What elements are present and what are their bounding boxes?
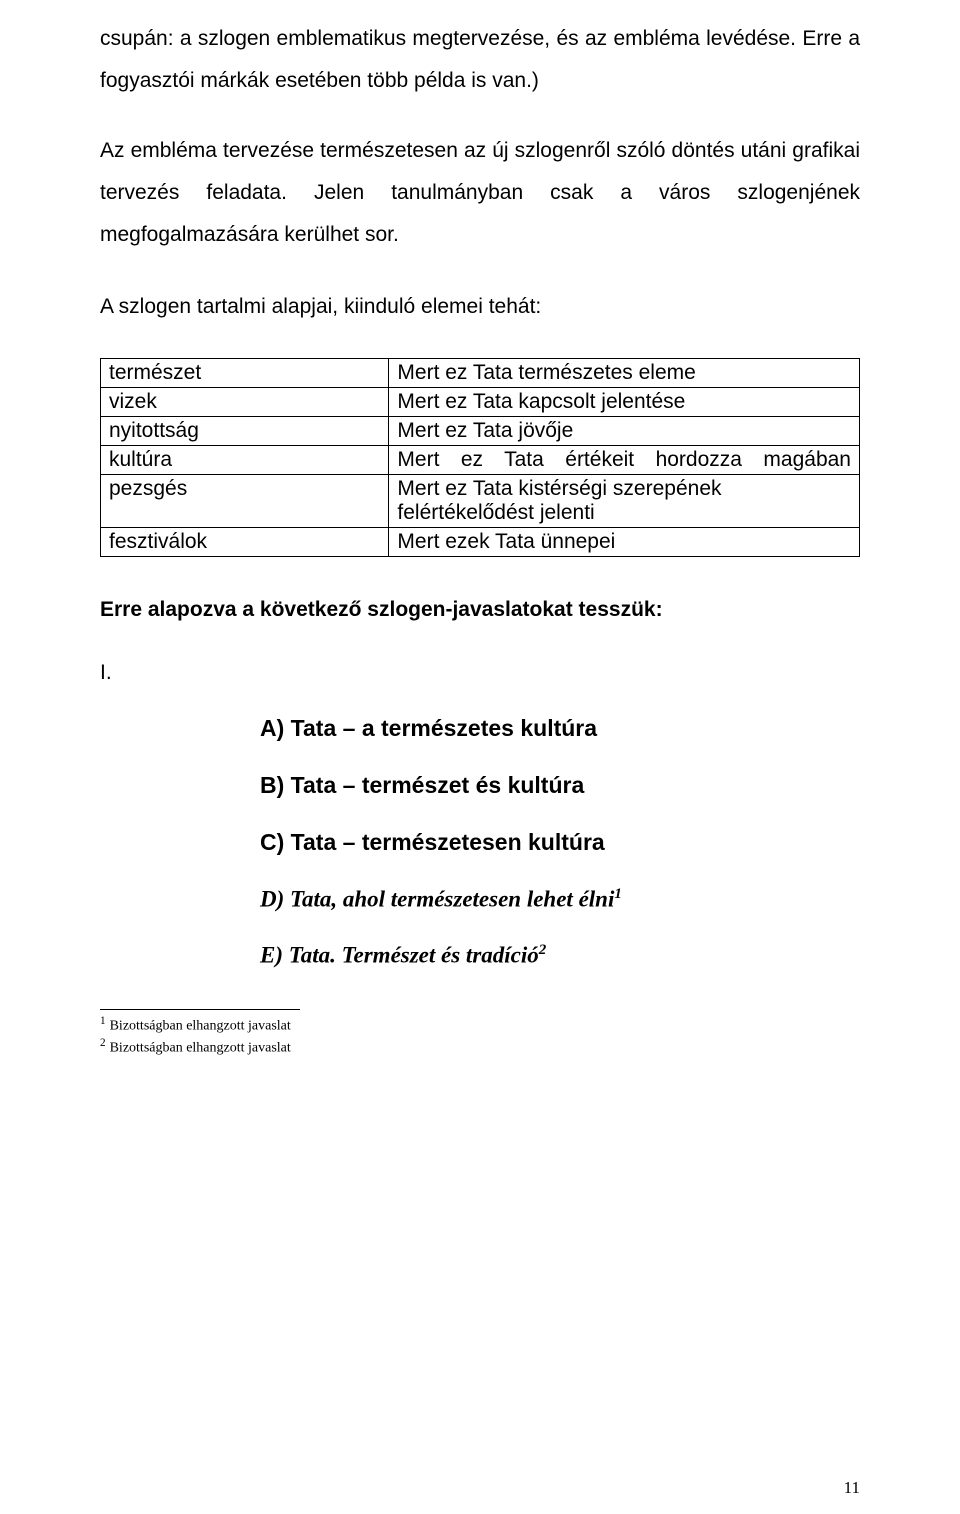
slogan-e-text: E) Tata. Természet és tradíció [260, 943, 539, 968]
slogan-c: C) Tata – természetesen kultúra [260, 829, 860, 856]
slogan-d-sup: 1 [614, 886, 621, 902]
footnote-1-num: 1 [100, 1015, 106, 1027]
table-row: fesztiválokMert ezek Tata ünnepei [101, 528, 860, 557]
table-cell-left: fesztiválok [101, 528, 389, 557]
table-cell-left: nyitottság [101, 417, 389, 446]
table-row: kultúraMert ez Tata értékeit hordozza ma… [101, 446, 860, 475]
slogan-d: D) Tata, ahol természetesen lehet élni1 [260, 886, 860, 913]
table-cell-right: Mert ez Tata értékeit hordozza magában [389, 446, 860, 475]
table-row: nyitottságMert ez Tata jövője [101, 417, 860, 446]
footnote-1-text: Bizottságban elhangzott javaslat [110, 1019, 291, 1034]
table-cell-left: pezsgés [101, 475, 389, 528]
footnote-2-text: Bizottságban elhangzott javaslat [110, 1040, 291, 1055]
footnote-2-num: 2 [100, 1037, 106, 1049]
slogan-b: B) Tata – természet és kultúra [260, 772, 860, 799]
content-table: természetMert ez Tata természetes elemev… [100, 358, 860, 557]
page-number: 11 [844, 1478, 860, 1498]
footnote-rule [100, 1009, 300, 1010]
slogan-e-sup: 2 [539, 942, 546, 958]
after-table-text: Erre alapozva a következő szlogen-javasl… [100, 593, 860, 627]
table-cell-left: természet [101, 359, 389, 388]
footnote-1: 1 Bizottságban elhangzott javaslat [100, 1014, 860, 1036]
table-heading: A szlogen tartalmi alapjai, kiinduló ele… [100, 286, 860, 328]
slogan-e: E) Tata. Természet és tradíció2 [260, 942, 860, 969]
slogan-d-text: D) Tata, ahol természetesen lehet élni [260, 886, 614, 911]
paragraph-1: csupán: a szlogen emblematikus megtervez… [100, 18, 860, 102]
table-cell-left: vizek [101, 388, 389, 417]
table-body: természetMert ez Tata természetes elemev… [101, 359, 860, 557]
table-cell-right: Mert ez Tata jövője [389, 417, 860, 446]
footnote-2: 2 Bizottságban elhangzott javaslat [100, 1036, 860, 1058]
paragraph-2: Az embléma tervezése természetesen az új… [100, 130, 860, 256]
roman-numeral: I. [100, 661, 860, 685]
table-row: természetMert ez Tata természetes eleme [101, 359, 860, 388]
slogan-list: A) Tata – a természetes kultúra B) Tata … [100, 715, 860, 969]
table-cell-left: kultúra [101, 446, 389, 475]
table-row: pezsgésMert ez Tata kistérségi szerepéne… [101, 475, 860, 528]
table-cell-right: Mert ez Tata kistérségi szerepének felér… [389, 475, 860, 528]
table-cell-right: Mert ez Tata kapcsolt jelentése [389, 388, 860, 417]
table-row: vizekMert ez Tata kapcsolt jelentése [101, 388, 860, 417]
slogan-a: A) Tata – a természetes kultúra [260, 715, 860, 742]
table-cell-right: Mert ez Tata természetes eleme [389, 359, 860, 388]
document-page: csupán: a szlogen emblematikus megtervez… [0, 0, 960, 1514]
table-cell-right: Mert ezek Tata ünnepei [389, 528, 860, 557]
